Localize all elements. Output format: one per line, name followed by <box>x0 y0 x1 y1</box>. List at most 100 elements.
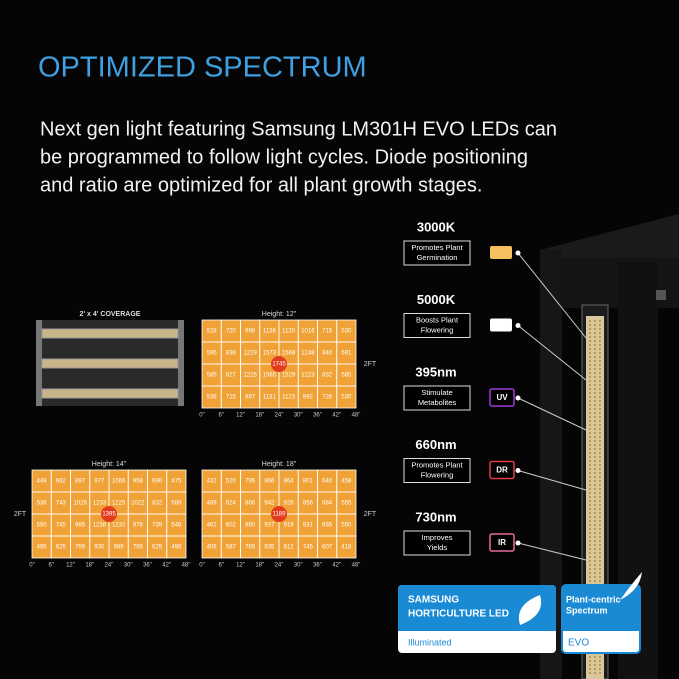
led <box>589 656 591 658</box>
led <box>594 540 596 542</box>
description-box <box>403 240 471 266</box>
led <box>589 536 591 538</box>
grid-value: 769 <box>245 545 256 551</box>
led <box>599 416 601 418</box>
grid-side-label: 2FT <box>364 511 377 518</box>
led <box>599 544 601 546</box>
paragraph-line: and ratio are optimized for all plant gr… <box>40 174 482 196</box>
led <box>594 408 596 410</box>
grid-value: 831 <box>303 523 314 529</box>
grid-value: 587 <box>226 545 237 551</box>
grid-x-label: 12" <box>236 563 245 569</box>
grid-value: 919 <box>284 523 295 529</box>
led <box>599 572 601 574</box>
led <box>599 320 601 322</box>
grid-value: 928 <box>284 501 295 507</box>
grid-value: 489 <box>207 501 218 507</box>
led <box>594 544 596 546</box>
description-line: Yields <box>427 543 447 552</box>
grid-value: 726 <box>322 395 333 401</box>
grid-value: 715 <box>226 395 237 401</box>
led <box>589 460 591 462</box>
led <box>594 576 596 578</box>
led <box>594 460 596 462</box>
led <box>599 428 601 430</box>
led <box>599 500 601 502</box>
grid-title: Height: 14" <box>92 461 127 468</box>
grid-value: 690 <box>152 479 163 485</box>
tag-box <box>489 533 515 552</box>
grid-value: 520 <box>226 479 237 485</box>
grid-value: 832 <box>152 501 163 507</box>
led <box>599 480 601 482</box>
led <box>589 368 591 370</box>
led <box>599 520 601 522</box>
led <box>594 400 596 402</box>
led <box>589 564 591 566</box>
grid-value: 1238 <box>93 523 107 529</box>
led <box>594 568 596 570</box>
grid-x-label: 6" <box>49 563 54 569</box>
led <box>594 404 596 406</box>
connector <box>517 542 587 561</box>
grid-x-label: 12" <box>236 413 245 419</box>
led <box>599 332 601 334</box>
led <box>599 488 601 490</box>
grid-value: 1233 <box>93 501 107 507</box>
led <box>589 540 591 542</box>
description-box <box>403 385 471 411</box>
led <box>594 480 596 482</box>
grid-value: 832 <box>322 373 333 379</box>
grid-center: 1745 <box>272 362 286 368</box>
led <box>599 512 601 514</box>
badge-footer: Illuminated <box>408 637 452 647</box>
description-line: Boosts Plant <box>416 315 459 324</box>
led <box>599 468 601 470</box>
led <box>599 360 601 362</box>
led <box>594 340 596 342</box>
grid-value: 1573 <box>263 351 277 357</box>
grid-value: 866 <box>245 501 256 507</box>
led <box>594 444 596 446</box>
wavelength: 730nm <box>415 509 456 524</box>
grid-value: 989 <box>114 545 125 551</box>
led <box>594 504 596 506</box>
led <box>589 352 591 354</box>
grid-center-dot <box>271 506 287 522</box>
led <box>599 576 601 578</box>
led <box>594 472 596 474</box>
led <box>589 516 591 518</box>
grid-value: 607 <box>322 545 333 551</box>
led <box>589 568 591 570</box>
connector-dot <box>515 540 521 546</box>
led <box>594 664 596 666</box>
grid-value: 1229 <box>243 351 257 357</box>
grid-value: 897 <box>245 395 256 401</box>
led <box>589 360 591 362</box>
led <box>594 352 596 354</box>
led <box>599 660 601 662</box>
grid-value: 589 <box>171 501 182 507</box>
led <box>599 364 601 366</box>
grid-value: 665 <box>322 523 333 529</box>
led <box>599 508 601 510</box>
led <box>589 444 591 446</box>
led <box>589 392 591 394</box>
led <box>594 392 596 394</box>
led <box>589 436 591 438</box>
led <box>594 508 596 510</box>
grid-value: 937 <box>264 523 275 529</box>
description-line: Promotes Plant <box>411 460 463 469</box>
led <box>599 552 601 554</box>
led <box>589 556 591 558</box>
grid-x-label: 6" <box>219 413 224 419</box>
grid-x-label: 24" <box>275 563 284 569</box>
led <box>589 408 591 410</box>
grid-value: 942 <box>264 501 275 507</box>
badge-title: Spectrum <box>566 605 608 615</box>
grid-value: 1123 <box>282 395 296 401</box>
grid-value: 1232 <box>112 523 126 529</box>
grid-x-label: 30" <box>294 413 303 419</box>
led <box>594 336 596 338</box>
led <box>599 344 601 346</box>
